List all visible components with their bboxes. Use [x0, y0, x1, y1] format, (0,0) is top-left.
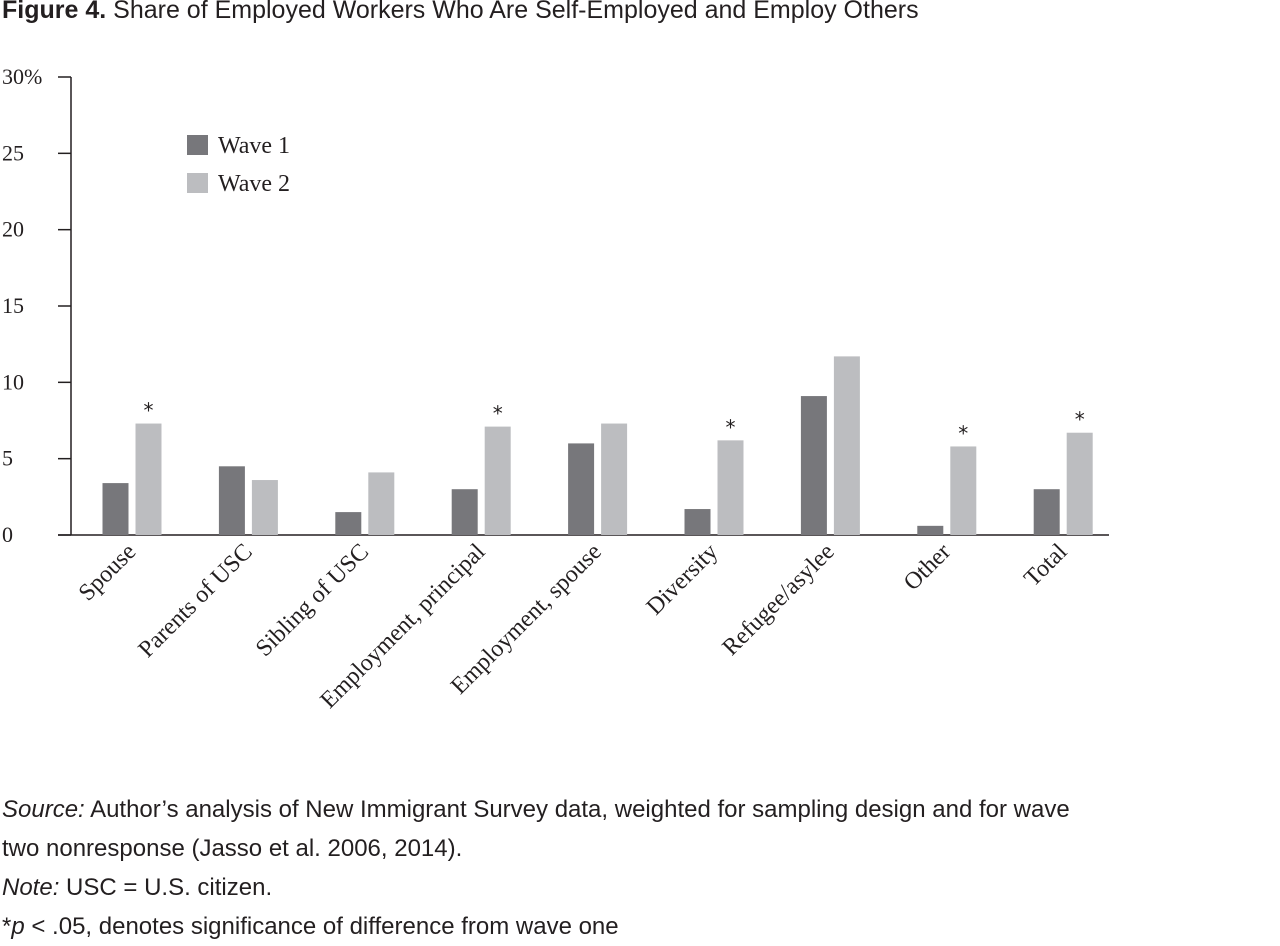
figure-title-text: Share of Employed Workers Who Are Self-E…	[113, 0, 919, 24]
bar-wave1-2	[335, 512, 362, 535]
category-label-7: Other	[899, 539, 956, 596]
category-label-8: Total	[1019, 539, 1072, 592]
y-tick-label-5: 5	[2, 446, 13, 471]
note-text: USC = U.S. citizen.	[59, 874, 273, 901]
significance-p: p	[11, 913, 25, 940]
significance-star: *	[2, 913, 12, 940]
category-label-0: Spouse	[74, 539, 141, 606]
bar-wave2-2	[368, 472, 395, 535]
bar-wave2-7	[950, 446, 977, 535]
significance-marker-5: *	[726, 415, 736, 439]
y-tick-label-15: 15	[2, 293, 24, 318]
bar-wave1-8	[1033, 489, 1060, 535]
note-label: Note:	[2, 874, 60, 901]
significance-marker-8: *	[1075, 408, 1085, 432]
y-tick-label-30: 30%	[2, 64, 42, 89]
legend-swatch-wave2	[187, 173, 208, 193]
bar-wave2-0	[135, 423, 162, 535]
y-tick-label-10: 10	[2, 369, 24, 394]
bar-wave2-4	[601, 423, 628, 535]
source-line-1: Source: Author’s analysis of New Immigra…	[2, 790, 1070, 829]
significance-line: *p < .05, denotes significance of differ…	[2, 907, 1070, 946]
category-label-2: Sibling of USC	[251, 539, 374, 662]
bar-wave2-6	[833, 356, 860, 535]
bar-wave2-5	[717, 440, 744, 535]
bar-wave2-3	[484, 426, 511, 535]
figure-notes: Source: Author’s analysis of New Immigra…	[2, 790, 1070, 946]
significance-text: < .05, denotes significance of differenc…	[24, 913, 619, 940]
legend-label-wave2: Wave 2	[218, 171, 290, 197]
category-label-1: Parents of USC	[134, 539, 258, 663]
significance-marker-7: *	[958, 421, 968, 445]
legend-label-wave1: Wave 1	[218, 133, 290, 159]
significance-marker-0: *	[144, 399, 154, 423]
y-tick-label-0: 0	[2, 522, 13, 547]
y-tick-label-20: 20	[2, 217, 24, 242]
source-text: Author’s analysis of New Immigrant Surve…	[84, 796, 1070, 823]
note-line: Note: USC = U.S. citizen.	[2, 868, 1070, 907]
category-label-6: Refugee/asylee	[718, 539, 840, 661]
bar-wave2-8	[1066, 432, 1093, 535]
figure-title: Figure 4. Share of Employed Workers Who …	[2, 0, 919, 25]
bar-wave1-6	[800, 396, 827, 535]
source-line-2: two nonresponse (Jasso et al. 2006, 2014…	[2, 835, 463, 862]
bar-wave1-0	[102, 483, 129, 535]
bar-wave1-3	[451, 489, 478, 535]
bar-wave1-4	[568, 443, 595, 535]
bar-wave1-7	[917, 525, 944, 535]
y-tick-label-25: 25	[2, 140, 24, 165]
source-label: Source:	[2, 796, 85, 823]
bar-wave1-5	[684, 509, 711, 535]
category-label-5: Diversity	[642, 539, 724, 621]
bar-wave2-1	[251, 480, 278, 535]
legend-swatch-wave1	[187, 135, 208, 155]
significance-marker-3: *	[493, 402, 503, 426]
figure-label: Figure 4.	[2, 0, 107, 24]
bar-wave1-1	[218, 466, 245, 535]
